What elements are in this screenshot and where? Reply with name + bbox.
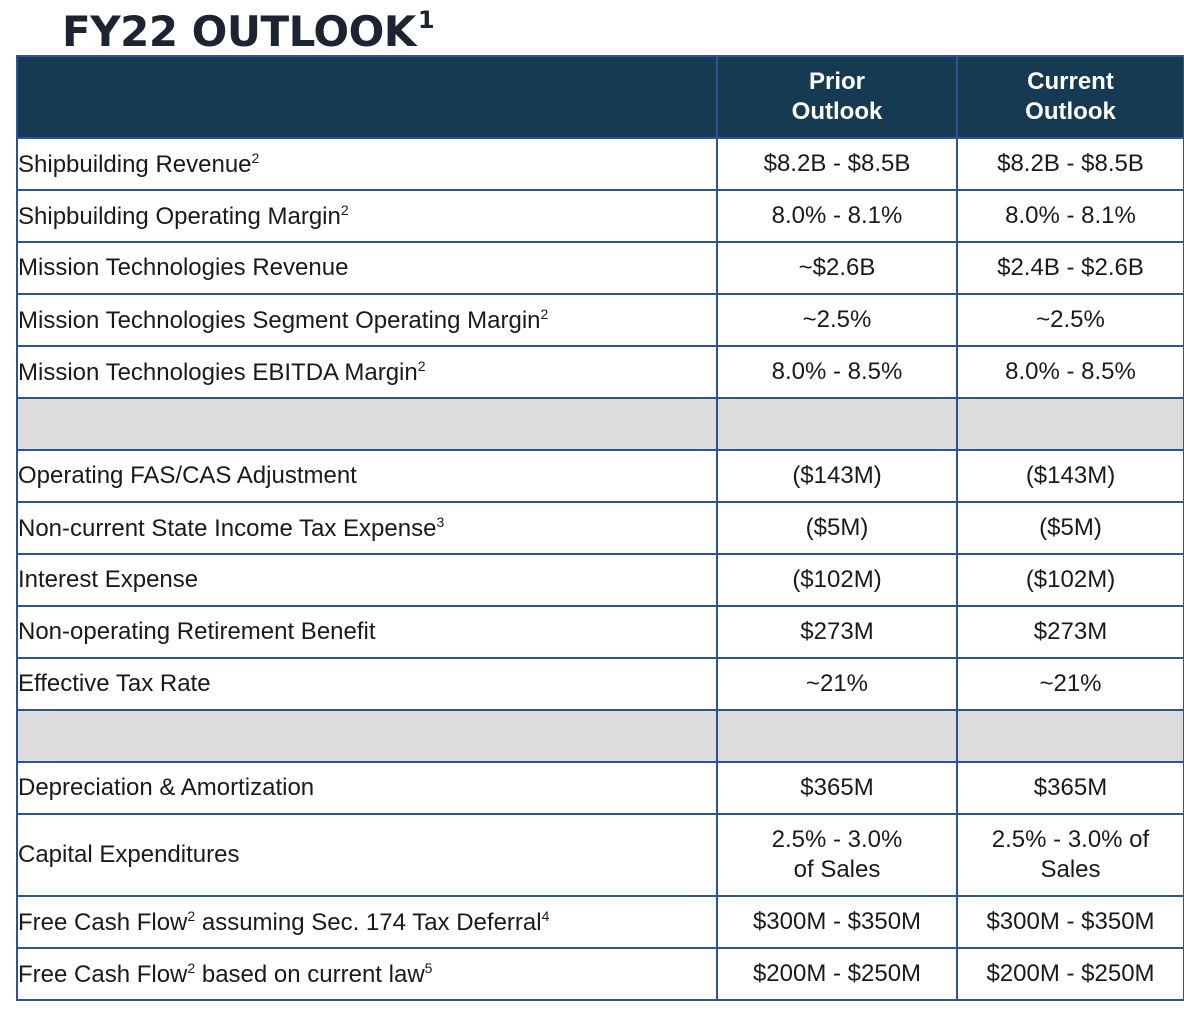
table-row: Interest Expense ($102M) ($102M)	[16, 553, 1184, 607]
current-outlook-value: 8.0% - 8.5%	[956, 345, 1184, 399]
header-row: Prior Outlook Current Outlook	[16, 55, 1184, 139]
row-label: Operating FAS/CAS Adjustment	[16, 449, 718, 503]
table-row: Effective Tax Rate ~21% ~21%	[16, 657, 1184, 711]
current-outlook-value: $365M	[956, 761, 1184, 815]
row-label: Interest Expense	[16, 553, 718, 607]
row-label: Depreciation & Amortization	[16, 761, 718, 815]
prior-outlook-value: 2.5% - 3.0% of Sales	[716, 813, 958, 897]
table-row: Shipbuilding Revenue2 $8.2B - $8.5B $8.2B …	[16, 137, 1184, 191]
prior-outlook-value: ~2.5%	[716, 293, 958, 347]
prior-outlook-value: $365M	[716, 761, 958, 815]
prior-outlook-value: ~$2.6B	[716, 241, 958, 295]
spacer-cell	[716, 397, 958, 451]
current-outlook-value: 2.5% - 3.0% of Sales	[956, 813, 1184, 897]
page-title: FY22 OUTLOOK1	[62, 6, 435, 56]
prior-outlook-value: $200M - $250M	[716, 947, 958, 1001]
current-outlook-value: ~21%	[956, 657, 1184, 711]
prior-outlook-value: ($102M)	[716, 553, 958, 607]
table-row: Non-current State Income Tax Expense3 ($5…	[16, 501, 1184, 555]
footnote-marker: 2	[540, 305, 549, 322]
current-outlook-value: ($5M)	[956, 501, 1184, 555]
row-label: Shipbuilding Operating Margin2	[16, 189, 718, 243]
spacer-cell	[16, 397, 718, 451]
table-row: Depreciation & Amortization $365M $365M	[16, 761, 1184, 815]
spacer-row	[16, 709, 1184, 763]
current-outlook-value: ($102M)	[956, 553, 1184, 607]
footnote-marker: 2	[187, 959, 196, 976]
footnote-marker: 2	[417, 357, 426, 374]
current-outlook-value: $8.2B - $8.5B	[956, 137, 1184, 191]
spacer-cell	[956, 709, 1184, 763]
table-row: Non-operating Retirement Benefit $273M $27…	[16, 605, 1184, 659]
table-row: Free Cash Flow2 based on current law5 $20…	[16, 947, 1184, 1001]
footnote-marker: 5	[424, 959, 433, 976]
header-label	[16, 55, 718, 139]
title-footnote: 1	[417, 6, 435, 34]
table-row: Capital Expenditures 2.5% - 3.0% of Sales…	[16, 813, 1184, 897]
table-row: Free Cash Flow2 assuming Sec. 174 Tax De…	[16, 895, 1184, 949]
table-row: Operating FAS/CAS Adjustment ($143M) ($143…	[16, 449, 1184, 503]
table-row: Mission Technologies Revenue ~$2.6B $2.4B …	[16, 241, 1184, 295]
row-label: Effective Tax Rate	[16, 657, 718, 711]
footnote-marker: 2	[187, 907, 196, 924]
current-outlook-value: ($143M)	[956, 449, 1184, 503]
footnote-marker: 2	[340, 201, 349, 218]
row-label: Free Cash Flow2 assuming Sec. 174 Tax De…	[16, 895, 718, 949]
prior-outlook-value: $273M	[716, 605, 958, 659]
header-current-outlook: Current Outlook	[956, 55, 1184, 139]
row-label: Non-operating Retirement Benefit	[16, 605, 718, 659]
spacer-cell	[16, 709, 718, 763]
row-label: Free Cash Flow2 based on current law5	[16, 947, 718, 1001]
footnote-marker: 4	[541, 907, 550, 924]
spacer-row	[16, 397, 1184, 451]
outlook-table: Prior Outlook Current Outlook Shipbuildi…	[16, 55, 1184, 1001]
row-label: Capital Expenditures	[16, 813, 718, 897]
spacer-cell	[956, 397, 1184, 451]
prior-outlook-value: $300M - $350M	[716, 895, 958, 949]
footnote-marker: 2	[251, 149, 260, 166]
table-row: Mission Technologies Segment Operating M…	[16, 293, 1184, 347]
prior-outlook-value: 8.0% - 8.1%	[716, 189, 958, 243]
table-row: Mission Technologies EBITDA Margin2 8.0% …	[16, 345, 1184, 399]
current-outlook-value: $2.4B - $2.6B	[956, 241, 1184, 295]
prior-outlook-value: ~21%	[716, 657, 958, 711]
spacer-cell	[716, 709, 958, 763]
prior-outlook-value: ($143M)	[716, 449, 958, 503]
current-outlook-value: ~2.5%	[956, 293, 1184, 347]
current-outlook-value: 8.0% - 8.1%	[956, 189, 1184, 243]
row-label: Mission Technologies Segment Operating M…	[16, 293, 718, 347]
prior-outlook-value: 8.0% - 8.5%	[716, 345, 958, 399]
current-outlook-value: $273M	[956, 605, 1184, 659]
row-label: Mission Technologies Revenue	[16, 241, 718, 295]
header-prior-outlook: Prior Outlook	[716, 55, 958, 139]
current-outlook-value: $200M - $250M	[956, 947, 1184, 1001]
current-outlook-value: $300M - $350M	[956, 895, 1184, 949]
prior-outlook-value: $8.2B - $8.5B	[716, 137, 958, 191]
row-label: Shipbuilding Revenue2	[16, 137, 718, 191]
row-label: Non-current State Income Tax Expense3	[16, 501, 718, 555]
row-label: Mission Technologies EBITDA Margin2	[16, 345, 718, 399]
prior-outlook-value: ($5M)	[716, 501, 958, 555]
table-row: Shipbuilding Operating Margin2 8.0% - 8.1…	[16, 189, 1184, 243]
footnote-marker: 3	[436, 513, 445, 530]
